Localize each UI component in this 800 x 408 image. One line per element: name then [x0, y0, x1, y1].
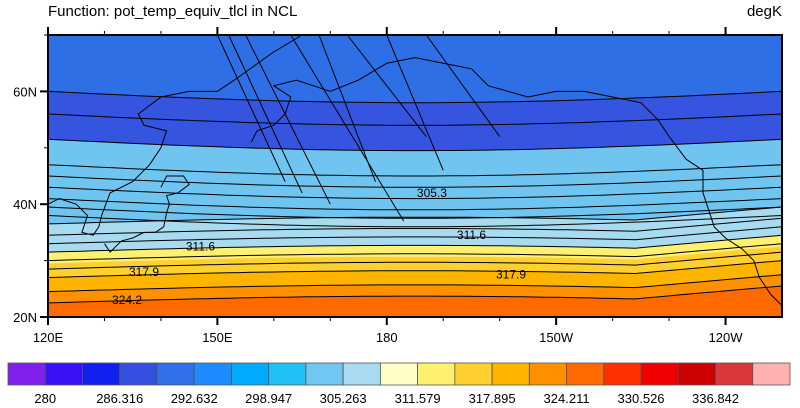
contour-line	[290, 34, 405, 222]
contour-label: 317.9	[496, 268, 526, 282]
filled-band	[48, 235, 782, 264]
coastline	[104, 175, 190, 253]
contour-label: 324.2	[112, 293, 142, 307]
x-tick-label: 150E	[202, 330, 233, 345]
contour-line	[47, 285, 783, 304]
colorbar-box	[566, 362, 605, 386]
colorbar-box	[528, 362, 567, 386]
contour-line	[346, 34, 427, 137]
colorbar-label: 298.947	[245, 391, 292, 406]
contour-line	[216, 34, 286, 182]
colorbar: 280 286.316 292.632 298.947 305.263 311.579 31…	[7, 362, 791, 406]
contour-label: 311.6	[186, 240, 215, 254]
colorbar-label: 292.632	[171, 391, 218, 406]
colorbar-box	[752, 362, 791, 386]
filled-band	[48, 139, 782, 224]
colorbar-box	[677, 362, 716, 386]
colorbar-box	[640, 362, 679, 386]
colorbar-box	[193, 362, 232, 386]
units-label: degK	[746, 3, 782, 20]
contour-line	[47, 186, 783, 200]
filled-band	[48, 91, 782, 151]
contour-line	[318, 34, 376, 182]
coastlines	[47, 34, 783, 307]
colorbar-box	[491, 362, 530, 386]
contour-line	[47, 198, 783, 211]
x-tick-label: 120E	[33, 330, 64, 345]
colorbar-label: 286.316	[96, 391, 143, 406]
contour-line	[47, 138, 783, 152]
colorbar-box	[715, 362, 754, 386]
contour-label: 311.6	[457, 228, 486, 242]
colorbar-box	[119, 362, 158, 386]
contour-line	[47, 175, 783, 188]
contour-line	[425, 34, 501, 137]
colorbar-label: 280	[34, 391, 56, 406]
filled-band	[48, 35, 782, 103]
contour-line	[47, 274, 783, 293]
colorbar-box	[82, 362, 121, 386]
colorbar-label: 305.263	[320, 391, 367, 406]
y-tick-label: 60N	[13, 84, 37, 99]
contour-label: 317.9	[129, 265, 159, 279]
contour-lines	[47, 34, 783, 304]
filled-band	[48, 274, 782, 303]
y-tick-label: 40N	[13, 197, 37, 212]
contour-line	[47, 206, 783, 219]
coastline	[47, 34, 303, 236]
x-tick-label: 150W	[539, 330, 574, 345]
x-tick-label: 180	[376, 330, 398, 345]
contour-line	[47, 234, 783, 253]
plot-title: Function: pot_temp_equiv_tlcl in NCL	[48, 3, 298, 20]
y-tick-label: 20N	[13, 310, 37, 325]
colorbar-label: 311.579	[395, 391, 441, 406]
colorbar-label: 317.895	[469, 391, 516, 406]
colorbar-box	[342, 362, 381, 386]
contour-line	[228, 34, 303, 194]
contour-line	[47, 113, 783, 126]
contour-label: 305.3	[417, 186, 447, 200]
colorbar-box	[7, 362, 46, 386]
colorbar-label: 324.211	[544, 391, 590, 406]
colorbar-box	[44, 362, 83, 386]
filled-band	[48, 286, 782, 317]
filled-band	[48, 260, 782, 292]
colorbar-box	[417, 362, 456, 386]
filled-band	[48, 207, 782, 253]
colorbar-box	[379, 362, 419, 386]
colorbar-box	[305, 362, 344, 386]
colorbar-box	[603, 362, 642, 386]
contour-line	[47, 206, 783, 225]
x-tick-label: 120W	[709, 330, 744, 345]
plot-frame	[47, 34, 783, 318]
axis-ticks: 120E 150E 180 150W 120W 20N 40N 60N	[13, 27, 743, 345]
filled-bands	[48, 35, 782, 317]
contour-line	[47, 243, 783, 262]
colorbar-box	[268, 362, 307, 386]
contour-line	[47, 260, 783, 278]
contour-line	[47, 217, 783, 236]
contour-line	[47, 251, 783, 270]
coastline	[250, 57, 783, 307]
contour-line	[386, 34, 444, 171]
colorbar-box	[231, 362, 270, 386]
contour-line	[47, 164, 783, 177]
contour-labels: 305.3 311.6 311.6 317.9 317.9 324.2	[112, 186, 526, 307]
contour-line	[47, 226, 783, 245]
contour-line	[47, 215, 783, 228]
colorbar-label: 330.526	[618, 391, 665, 406]
colorbar-label: 336.842	[692, 391, 739, 406]
contour-line	[245, 34, 331, 205]
colorbar-box	[454, 362, 493, 386]
colorbar-box	[156, 362, 195, 386]
